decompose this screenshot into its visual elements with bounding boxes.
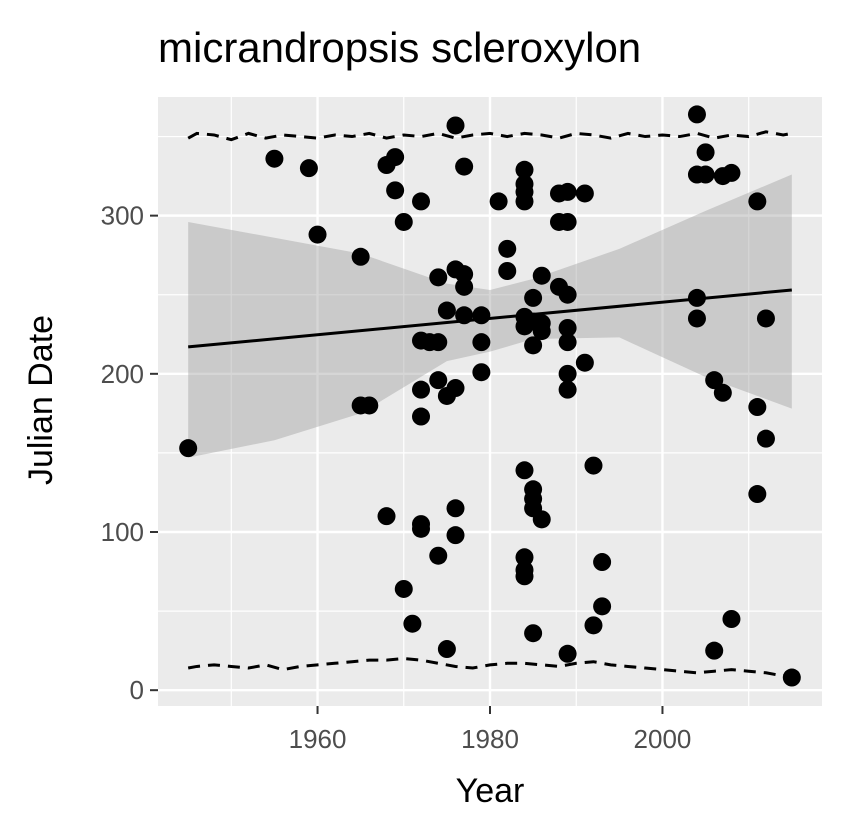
data-point [489,192,508,211]
data-point [687,105,706,124]
data-point [524,336,543,355]
data-point [748,398,767,417]
data-point [394,579,413,598]
data-point [299,159,318,178]
data-point [558,333,577,352]
data-point [524,288,543,307]
data-point [455,157,474,176]
lower-dashed-line [187,657,793,678]
data-point [446,379,465,398]
data-point [377,507,396,526]
data-point [446,499,465,518]
data-point [748,485,767,504]
data-point [558,285,577,304]
data-point [558,380,577,399]
data-point [593,553,612,572]
data-point [472,333,491,352]
data-point [455,306,474,325]
data-point [360,396,379,415]
data-point [748,192,767,211]
data-point [455,265,474,284]
data-point [412,407,431,426]
data-point [575,353,594,372]
data-point [696,165,715,184]
data-point [713,383,732,402]
data-point [558,318,577,337]
data-point [558,212,577,231]
data-point [498,239,517,258]
data-point [558,644,577,663]
y-tick-label: 300 [101,201,144,231]
data-point [403,614,422,633]
data-point [575,184,594,203]
data-point [446,526,465,545]
data-point [524,624,543,643]
data-point [429,546,448,565]
data-point [722,163,741,182]
data-point [584,456,603,475]
x-axis-title: Year [456,772,525,810]
x-tick-label: 1960 [289,724,347,754]
data-point [394,212,413,231]
y-tick-label: 100 [101,517,144,547]
data-point [584,616,603,635]
y-axis: 0 100 200 300 [101,201,158,705]
data-point [558,182,577,201]
data-point [455,277,474,296]
data-point [308,225,327,244]
data-point [756,309,775,328]
data-point [412,192,431,211]
data-point [532,322,551,341]
data-point [515,567,534,586]
data-point [437,301,456,320]
dashed-lines-layer [187,130,793,678]
data-point [386,181,405,200]
data-point [429,268,448,287]
data-point [532,510,551,529]
data-point [515,461,534,480]
data-point [705,641,724,660]
data-point [756,429,775,448]
data-point [558,364,577,383]
data-point [386,148,405,167]
data-point [532,266,551,285]
data-point [498,262,517,280]
data-point [265,149,284,168]
data-point [515,548,534,567]
y-axis-title: Julian Date [22,315,60,485]
data-point [705,371,724,390]
data-point [351,247,370,266]
data-point [687,309,706,328]
data-point [429,333,448,352]
data-point [472,306,491,325]
y-tick-label: 200 [101,359,144,389]
data-point [515,192,534,211]
x-axis: 1960 1980 2000 [289,706,692,754]
data-point [687,288,706,307]
data-point [437,640,456,659]
upper-dashed-line [187,130,793,142]
data-point [179,439,198,458]
x-tick-label: 2000 [634,724,692,754]
data-point [722,610,741,628]
data-point [593,597,612,616]
points-layer [179,105,801,687]
chart-title: micrandropsis scleroxylon [158,24,641,71]
data-point [515,160,534,179]
data-point [412,519,431,538]
data-point [472,363,491,382]
data-point [429,371,448,390]
data-point [412,380,431,399]
x-tick-label: 1980 [461,724,519,754]
data-point [782,668,801,687]
data-point [696,143,715,162]
data-point [446,116,465,135]
y-tick-label: 0 [130,675,144,705]
